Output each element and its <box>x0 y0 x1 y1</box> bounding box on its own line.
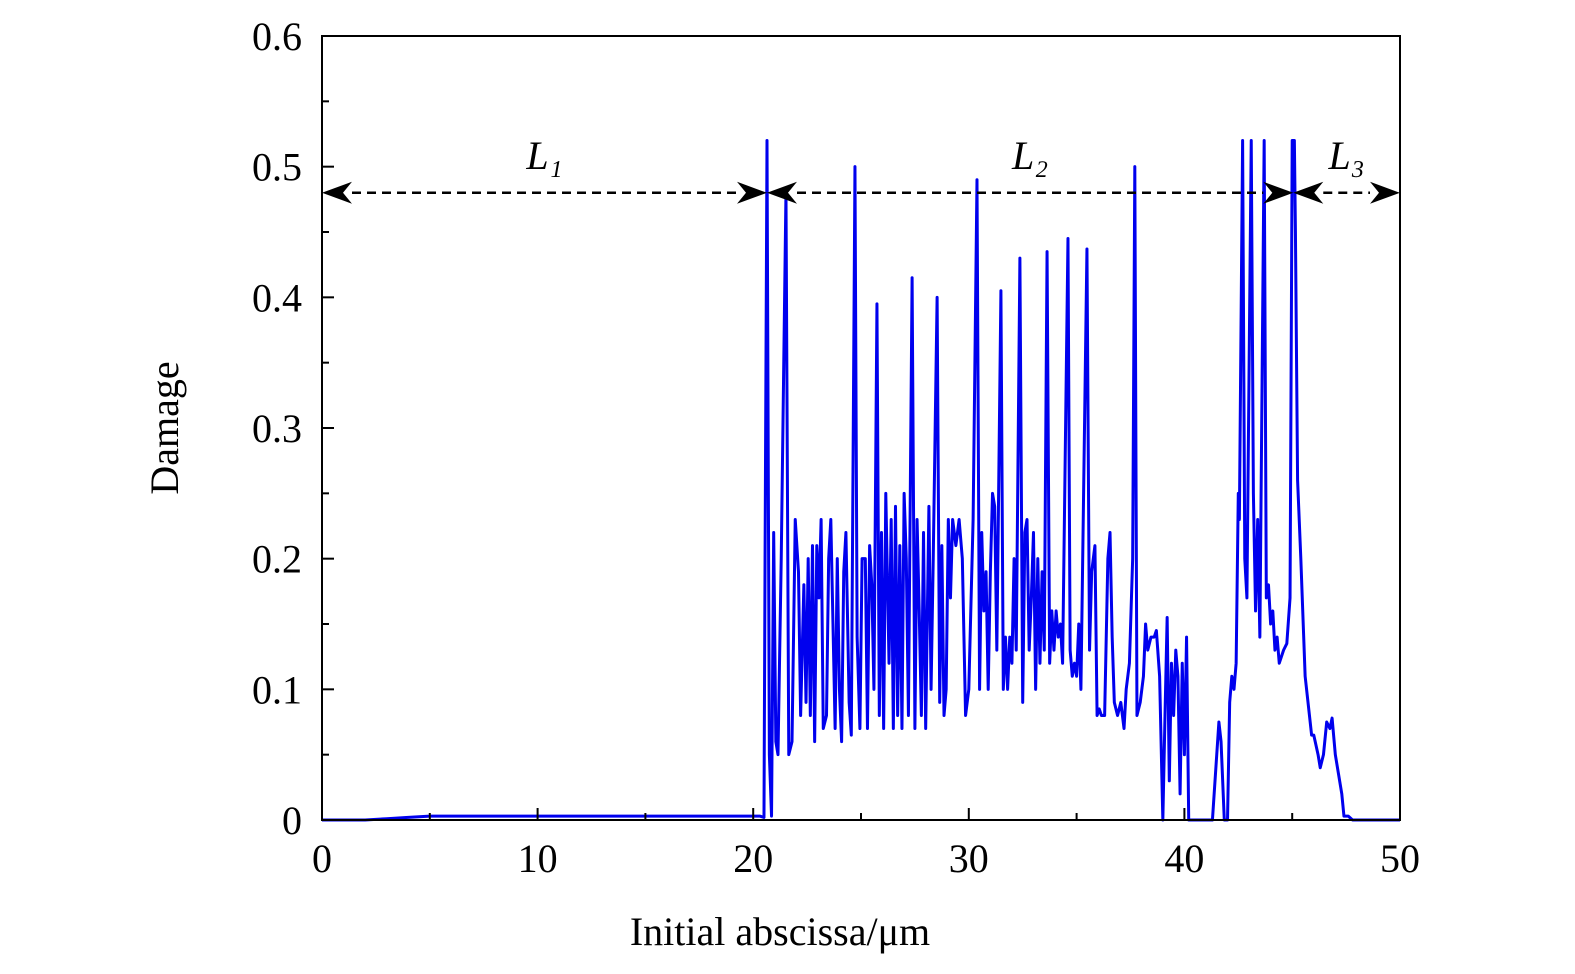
x-tick-label: 40 <box>1164 836 1204 881</box>
y-tick-label: 0.4 <box>252 275 302 320</box>
x-axis-label: Initial abscissa/μm <box>630 909 930 954</box>
annotation-label: L₂ <box>1011 133 1048 178</box>
data-line <box>322 139 1400 822</box>
x-tick-label: 20 <box>733 836 773 881</box>
y-tick-label: 0 <box>282 798 302 843</box>
arrow-head <box>1293 181 1324 204</box>
x-tick-label: 30 <box>949 836 989 881</box>
x-tick-label: 10 <box>518 836 558 881</box>
y-tick-label: 0.1 <box>252 667 302 712</box>
y-tick-label: 0.6 <box>252 14 302 59</box>
arrow-head <box>1370 181 1400 204</box>
y-tick-label: 0.3 <box>252 406 302 451</box>
arrow-head <box>322 181 352 204</box>
x-tick-label: 50 <box>1380 836 1420 881</box>
annotation-label: L₁ <box>525 133 562 178</box>
arrow-head <box>766 181 797 204</box>
annotation-label: L₃ <box>1328 133 1365 178</box>
y-tick-label: 0.2 <box>252 537 302 582</box>
arrow-head <box>736 181 767 204</box>
y-axis-label: Damage <box>142 361 187 494</box>
arrow-head <box>1263 181 1294 204</box>
y-tick-label: 0.5 <box>252 145 302 190</box>
x-tick-label: 0 <box>312 836 332 881</box>
